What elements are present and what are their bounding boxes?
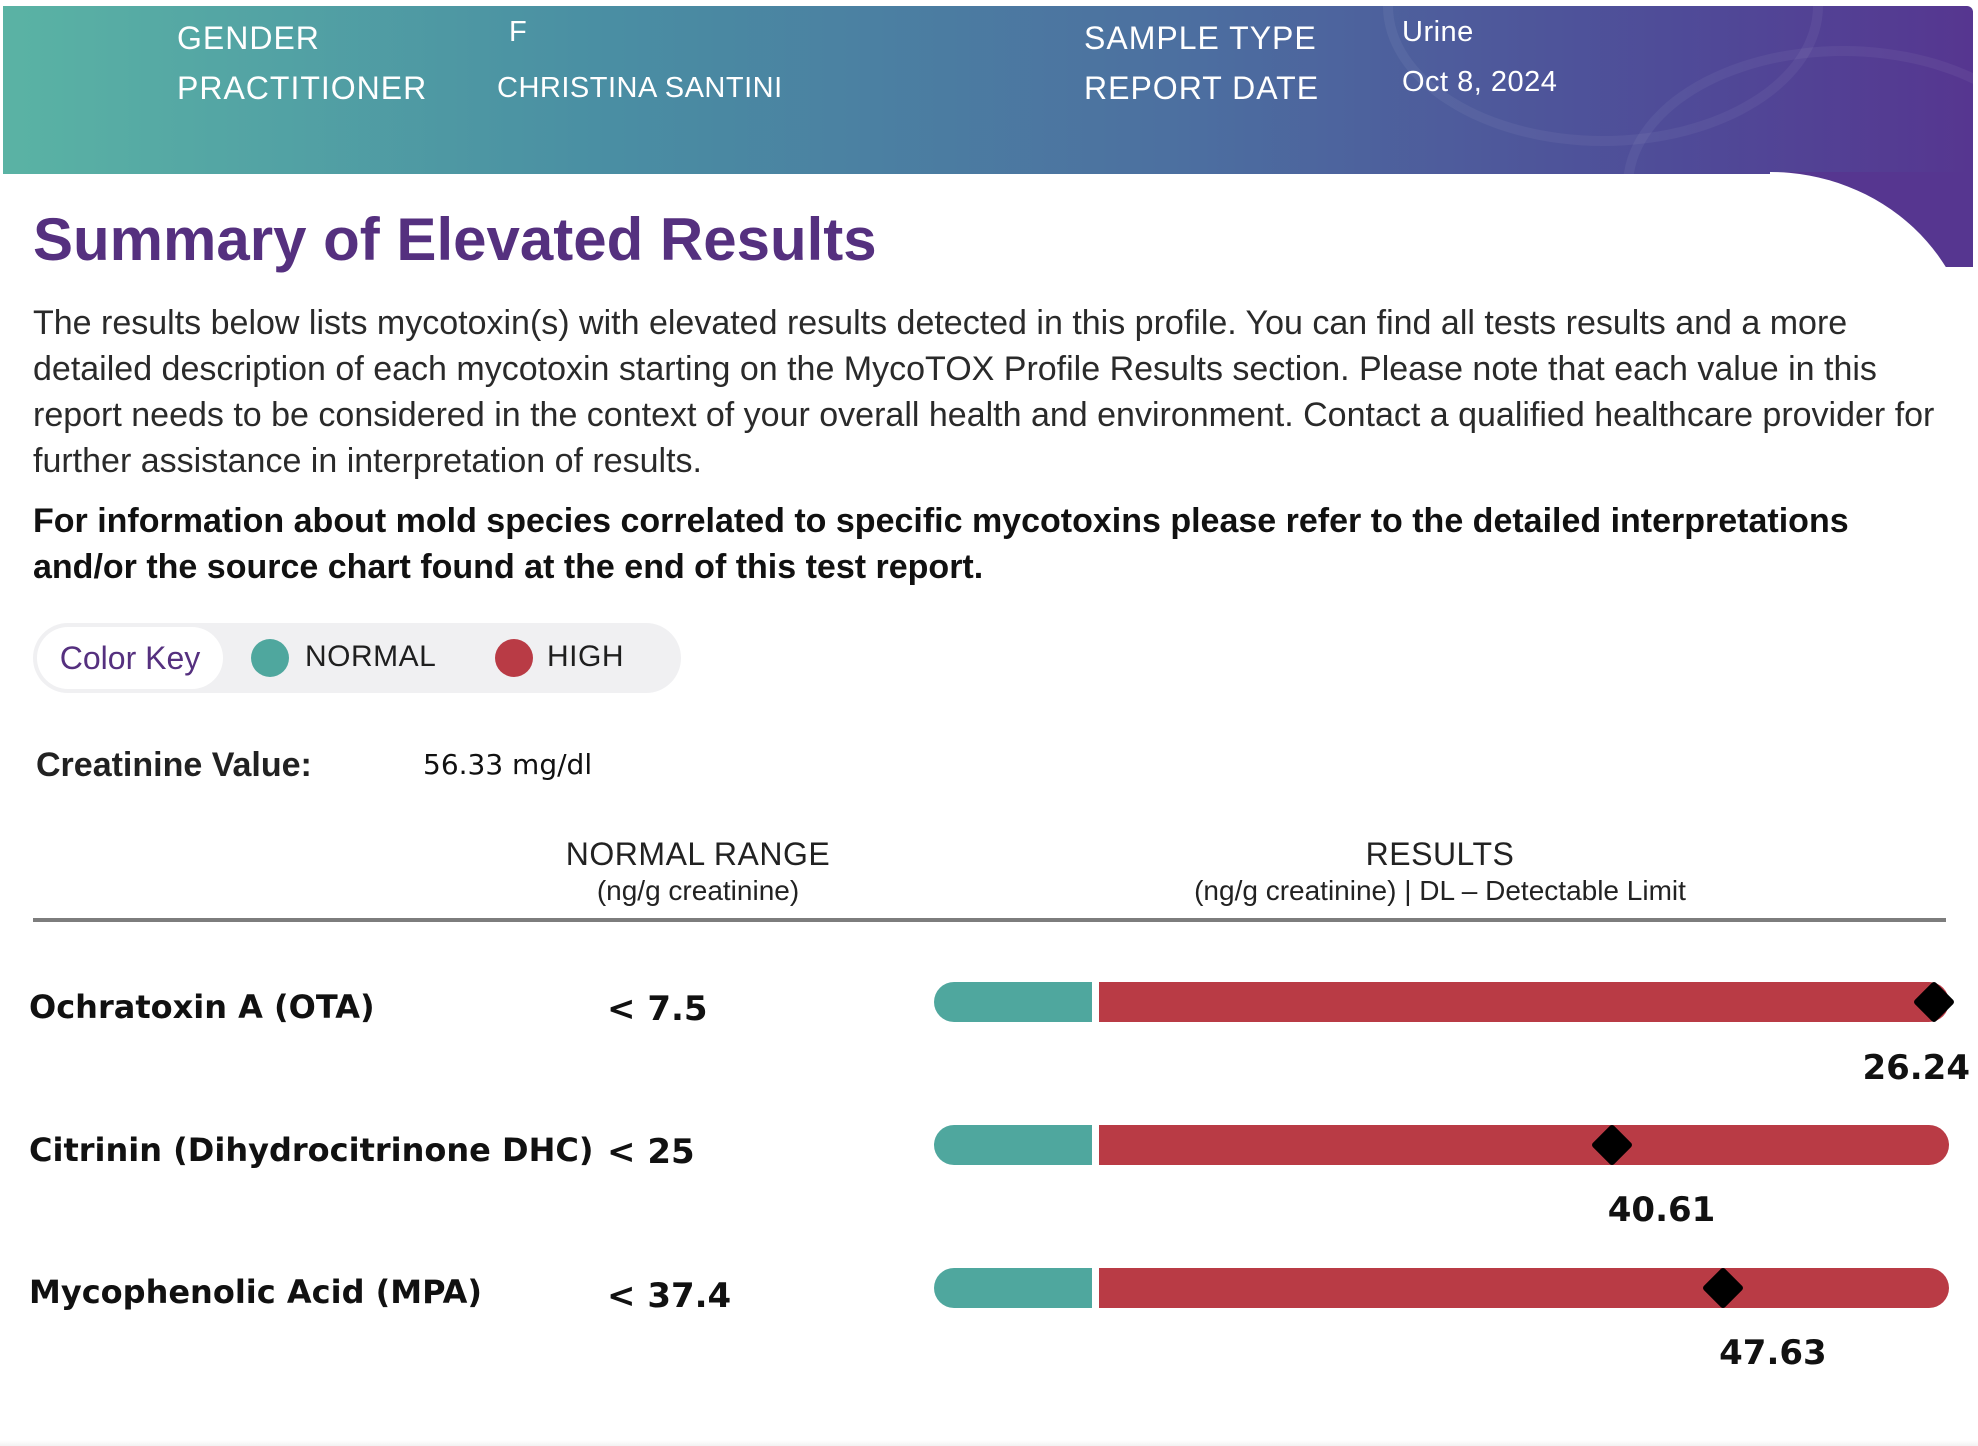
high-bar (1099, 982, 1949, 1022)
page-title: Summary of Elevated Results (33, 206, 877, 273)
high-label: HIGH (547, 640, 624, 673)
sample-type-value: Urine (1402, 16, 1474, 48)
color-key: Color Key NORMAL HIGH (33, 623, 681, 693)
normal-bar (934, 1125, 1092, 1165)
normal-bar (934, 1268, 1092, 1308)
high-bar (1099, 1268, 1949, 1308)
results-header: RESULTS (ng/g creatinine) | DL – Detecta… (1100, 836, 1780, 907)
creatinine-value: 56.33 mg/dl (423, 748, 593, 781)
high-bar (1099, 1125, 1949, 1165)
sample-type-label: SAMPLE TYPE (1084, 20, 1317, 56)
gender-value: F (509, 16, 528, 48)
normal-range-value: < 7.5 (607, 989, 708, 1029)
creatinine-label: Creatinine Value: (36, 746, 312, 784)
report-date-label: REPORT DATE (1084, 70, 1320, 106)
toxin-name: Citrinin (Dihydrocitrinone DHC) (29, 1131, 594, 1169)
results-title: RESULTS (1365, 836, 1515, 872)
toxin-name: Mycophenolic Acid (MPA) (29, 1273, 482, 1311)
practitioner-label: PRACTITIONER (177, 70, 428, 106)
gender-label: GENDER (177, 20, 320, 56)
page-edge (0, 1440, 1978, 1446)
color-key-title: Color Key (37, 627, 223, 689)
normal-label: NORMAL (305, 640, 437, 673)
normal-dot-icon (251, 639, 289, 677)
result-value: 26.24 (1862, 1048, 1970, 1088)
normal-range-value: < 25 (607, 1132, 695, 1172)
high-dot-icon (495, 639, 533, 677)
normal-range-units: (ng/g creatinine) (596, 875, 800, 906)
normal-range-title: NORMAL RANGE (565, 836, 831, 872)
toxin-name: Ochratoxin A (OTA) (29, 988, 375, 1026)
results-units: (ng/g creatinine) | DL – Detectable Limi… (1194, 875, 1686, 906)
intro-paragraph: The results below lists mycotoxin(s) wit… (33, 304, 1935, 480)
report-header: GENDER F PRACTITIONER CHRISTINA SANTINI … (3, 6, 1973, 174)
result-value: 47.63 (1719, 1333, 1827, 1373)
practitioner-value: CHRISTINA SANTINI (497, 72, 783, 104)
normal-range-value: < 37.4 (607, 1276, 732, 1316)
normal-range-header: NORMAL RANGE (ng/g creatinine) (520, 836, 876, 907)
header-divider (33, 918, 1946, 922)
header-curve (1770, 172, 1973, 267)
result-value: 40.61 (1607, 1190, 1716, 1230)
report-date-value: Oct 8, 2024 (1402, 66, 1558, 98)
normal-bar (934, 982, 1092, 1022)
mold-species-note: For information about mold species corre… (33, 502, 1849, 586)
